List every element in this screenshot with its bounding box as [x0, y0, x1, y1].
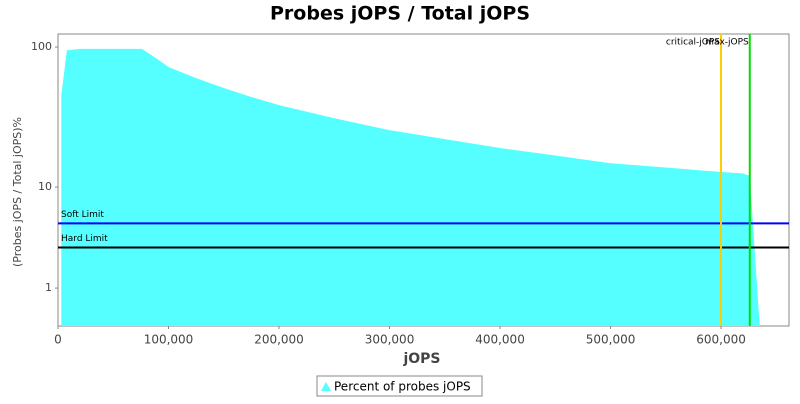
- x-tick-label: 600,000: [696, 333, 746, 347]
- area: [61, 48, 760, 327]
- chart-title: Probes jOPS / Total jOPS: [270, 3, 530, 25]
- y-tick-label: 100: [31, 40, 52, 53]
- x-tick-label: 200,000: [254, 333, 304, 347]
- x-tick-label: 500,000: [586, 333, 636, 347]
- x-tick-label: 100,000: [144, 333, 194, 347]
- marker-label: critical-jOPS: [666, 38, 720, 48]
- x-tick-label: 0: [54, 333, 62, 347]
- x-tick-label: 300,000: [365, 333, 415, 347]
- limit-label: Hard Limit: [61, 234, 108, 244]
- legend-label: Percent of probes jOPS: [334, 380, 471, 394]
- limit-label: Soft Limit: [61, 210, 104, 220]
- y-axis-label: (Probes jOPS / Total jOPS)%: [11, 117, 24, 267]
- legend: Percent of probes jOPS: [316, 375, 483, 397]
- x-axis-label: jOPS: [402, 351, 440, 367]
- x-tick-label: 400,000: [475, 333, 525, 347]
- y-tick-label: 1: [45, 281, 52, 294]
- y-tick-label: 10: [38, 180, 52, 193]
- marker-label: max-jOPS: [705, 38, 749, 48]
- legend-box: [316, 375, 483, 397]
- legend-swatch: [321, 382, 331, 391]
